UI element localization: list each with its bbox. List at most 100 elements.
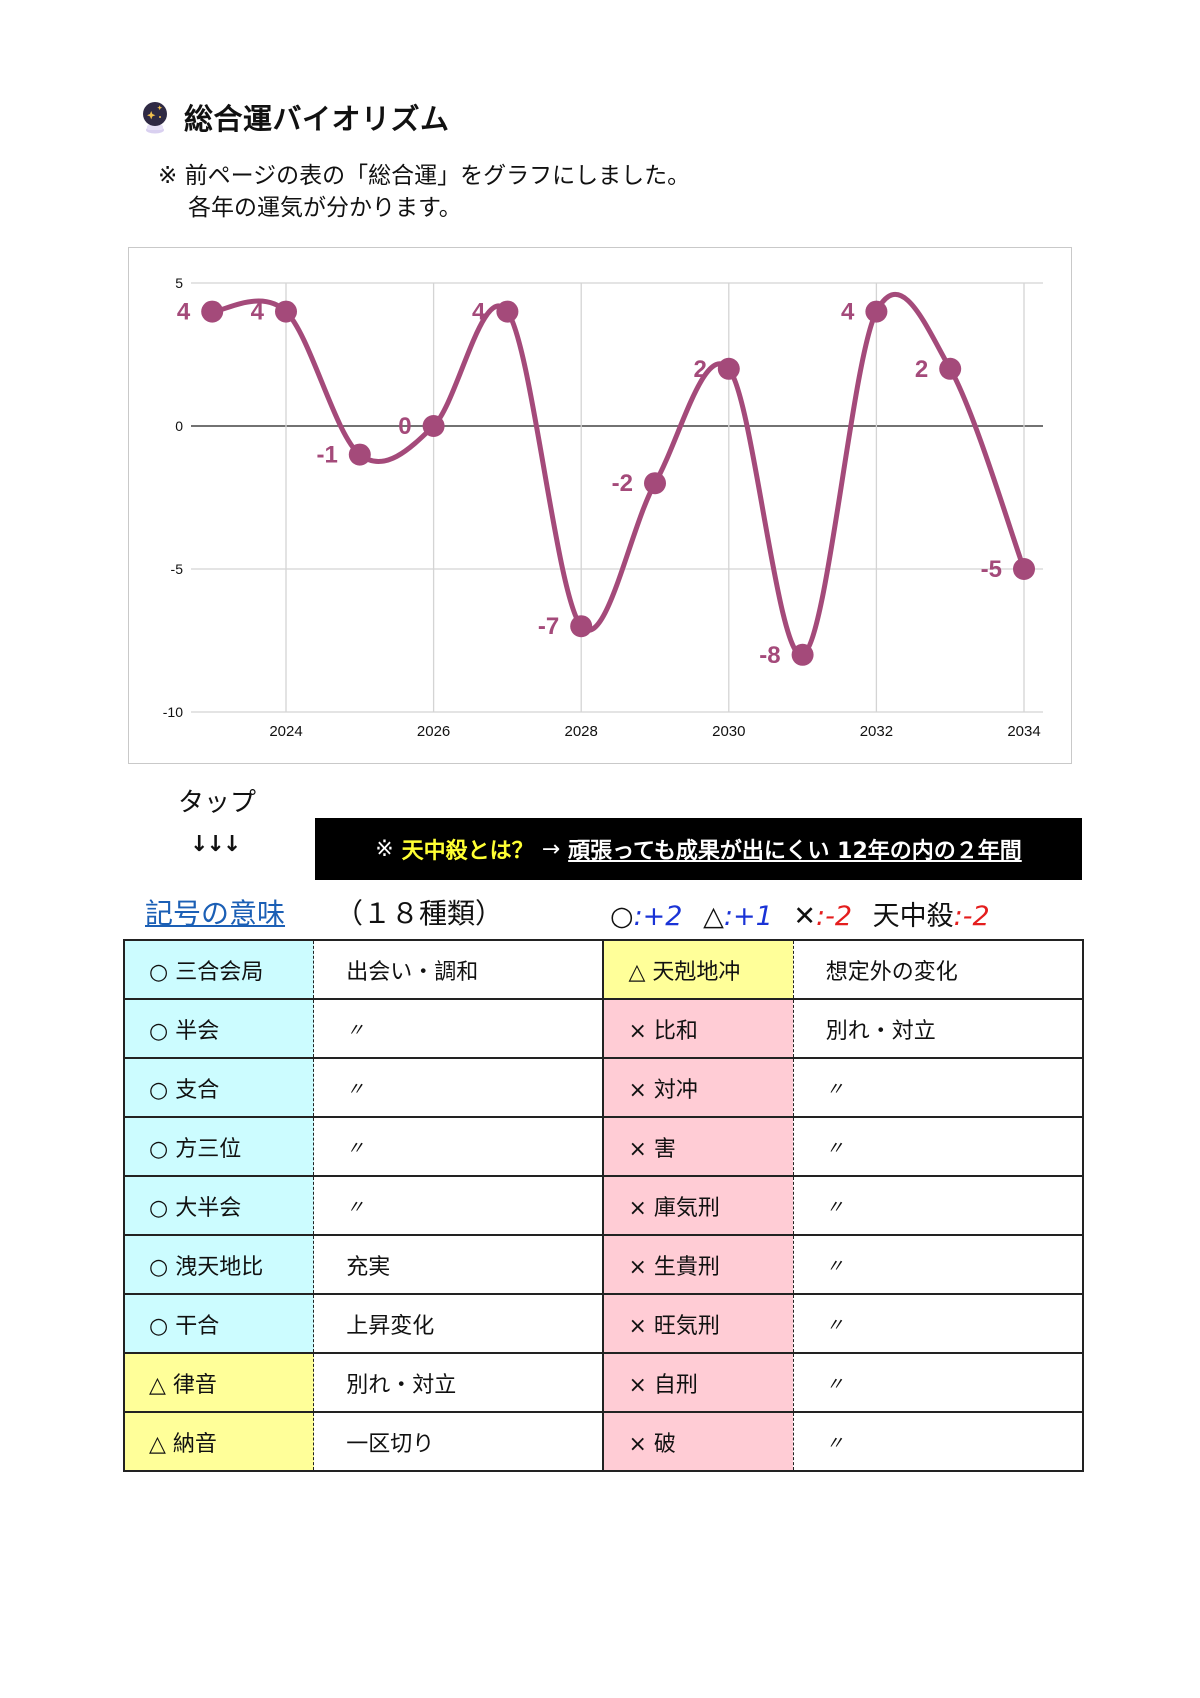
symbol-meaning-cell: 一区切り — [313, 1411, 605, 1472]
data-label: -7 — [538, 613, 559, 640]
score-value: +2 — [642, 901, 683, 932]
tenchusatsu-banner[interactable]: ※ 天中殺とは？ → 頑張っても成果が出にくい 12年の内の２年間 — [315, 818, 1082, 880]
data-label: 4 — [251, 299, 265, 326]
table-row: △ 律音 別れ・対立 × 自刑〃 — [123, 1352, 1084, 1413]
tap-label: タップ — [178, 788, 257, 818]
symbol-key-cell: ○ 半会 — [123, 998, 315, 1059]
table-row: ○ 洩天地比 充実 × 生貴刑〃 — [123, 1234, 1084, 1295]
symbol-meaning-cell: 上昇変化 — [313, 1293, 605, 1354]
symbol-meaning-cell: 別れ・対立 — [313, 1352, 605, 1413]
y-tick-label: 0 — [175, 418, 183, 434]
data-point — [865, 300, 888, 323]
symbol-meaning-cell: 充実 — [313, 1234, 605, 1295]
symbol-key-cell: ○ 大半会 — [123, 1175, 315, 1236]
symbol-key-cell: × 比和 — [603, 998, 794, 1059]
y-tick-label: 5 — [175, 275, 183, 291]
score-circle: ○:+2 — [610, 901, 682, 932]
symbol-meaning-cell: 〃 — [313, 1057, 605, 1118]
score-value: +1 — [732, 901, 773, 932]
symbol-key-cell: × 庫気刑 — [603, 1175, 794, 1236]
banner-note-mark: ※ — [375, 836, 394, 862]
data-point — [275, 300, 297, 323]
symbol-meaning-cell: 〃 — [793, 1116, 1084, 1177]
biorhythm-chart: 5 0 -5 -10 2024 2026 2028 2030 2032 2034 4 4 -1 0 4 -7-… — [128, 247, 1072, 764]
symbol-key-cell: ○ 干合 — [123, 1293, 315, 1354]
symbol-meaning-cell: 〃 — [793, 1411, 1084, 1472]
symbol-meaning-cell: 〃 — [313, 1116, 605, 1177]
symbol-meaning-cell: 〃 — [793, 1234, 1084, 1295]
x-tick-label: 2028 — [565, 723, 598, 740]
symbol-meaning-cell: 出会い・調和 — [313, 939, 605, 1000]
symbol-meaning-link[interactable]: 記号の意味 — [145, 897, 286, 930]
score-cross: ✕:-2 — [793, 901, 852, 932]
page-title: 総合運バイオリズム — [184, 102, 450, 136]
type-count: （１８種類） — [335, 897, 504, 930]
symbol-meaning-table: ○ 三合会局 出会い・調和 △ 天剋地冲 想定外の変化 ○ 半会〃 × 比和 別れ・対立 ○ … — [123, 939, 1084, 1472]
symbol-key-cell: × 害 — [603, 1116, 794, 1177]
tenchusatsu-symbol: 天中殺 — [872, 901, 954, 932]
symbol-meaning-cell: 〃 — [793, 1057, 1084, 1118]
sep: : — [633, 901, 643, 932]
sep: : — [723, 901, 733, 932]
note-line-2: 各年の運気が分かります。 — [188, 195, 462, 221]
table-row: ○ 支合〃 × 対冲〃 — [123, 1057, 1084, 1118]
table-row: ○ 干合 上昇変化 × 旺気刑〃 — [123, 1293, 1084, 1354]
chart-note: ※ 前ページの表の「総合運」をグラフにしました。 各年の運気が分かります。 — [158, 160, 690, 224]
data-point — [939, 357, 962, 380]
data-label: 0 — [398, 413, 411, 440]
symbol-key-cell: × 破 — [603, 1411, 794, 1472]
symbol-key-cell: △ 天剋地冲 — [603, 939, 794, 1000]
symbol-meaning-cell: 〃 — [793, 1175, 1084, 1236]
symbol-key-cell: ○ 三合会局 — [123, 939, 315, 1000]
symbol-key-cell: × 自刑 — [603, 1352, 794, 1413]
triangle-symbol: △ — [703, 901, 724, 932]
table-row: ○ 半会〃 × 比和 別れ・対立 — [123, 998, 1084, 1059]
data-point — [570, 615, 593, 638]
x-tick-label: 2030 — [712, 723, 745, 740]
data-label: 4 — [841, 299, 855, 326]
data-point — [644, 472, 666, 495]
table-row: ○ 三合会局 出会い・調和 △ 天剋地冲 想定外の変化 — [123, 939, 1084, 1000]
symbol-key-cell: ○ 方三位 — [123, 1116, 315, 1177]
right-arrow-icon: → — [541, 836, 561, 862]
symbol-key-cell: ○ 洩天地比 — [123, 1234, 315, 1295]
score-triangle: △:+1 — [703, 901, 773, 932]
data-label: -5 — [981, 556, 1002, 583]
table-row: ○ 方三位〃 × 害〃 — [123, 1116, 1084, 1177]
symbol-key-cell: △ 納音 — [123, 1411, 315, 1472]
banner-link[interactable]: 頑張っても成果が出にくい 12年の内の２年間 — [568, 839, 1022, 864]
down-arrows-icon: ↓↓↓ — [190, 832, 241, 857]
symbol-meaning-cell: 別れ・対立 — [793, 998, 1084, 1059]
data-point — [717, 357, 740, 380]
note-line-1: ※ 前ページの表の「総合運」をグラフにしました。 — [158, 163, 691, 189]
banner-question: 天中殺とは？ — [401, 839, 534, 864]
data-point — [791, 643, 814, 666]
x-tick-label: 2034 — [1007, 723, 1040, 740]
data-label: 4 — [472, 299, 486, 326]
sep: : — [815, 901, 826, 932]
score-tenchusatsu: 天中殺:-2 — [873, 901, 990, 932]
score-value: -2 — [825, 901, 853, 932]
data-label: 2 — [693, 356, 706, 383]
data-point — [496, 300, 519, 323]
data-label: -8 — [759, 642, 780, 669]
symbol-meaning-cell: 〃 — [793, 1352, 1084, 1413]
table-row: △ 納音 一区切り × 破〃 — [123, 1411, 1084, 1472]
symbol-key-cell: × 対冲 — [603, 1057, 794, 1118]
title-row: 総合運バイオリズム — [140, 96, 450, 138]
x-tick-label: 2024 — [269, 723, 302, 740]
score-legend: ○:+2 △:+1 ✕:-2 天中殺:-2 — [610, 894, 990, 933]
circle-symbol: ○ — [610, 901, 634, 932]
data-point — [1013, 558, 1035, 580]
data-label: 4 — [177, 299, 191, 326]
table-row: ○ 大半会〃 × 庫気刑〃 — [123, 1175, 1084, 1236]
symbol-key-cell: ○ 支合 — [123, 1057, 315, 1118]
symbol-key-cell: △ 律音 — [123, 1352, 315, 1413]
data-point — [201, 300, 224, 323]
sep: : — [953, 901, 963, 932]
x-tick-label: 2032 — [860, 723, 893, 740]
score-value: -2 — [962, 901, 990, 932]
symbol-key-cell: × 旺気刑 — [603, 1293, 794, 1354]
data-label: 2 — [915, 356, 928, 383]
